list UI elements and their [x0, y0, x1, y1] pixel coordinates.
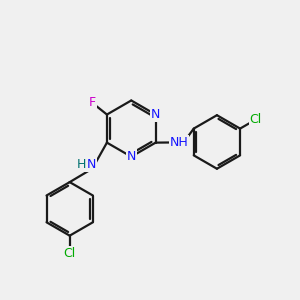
Text: N: N	[127, 150, 136, 163]
Text: H: H	[77, 158, 86, 171]
Text: N: N	[86, 158, 96, 171]
Text: Cl: Cl	[250, 113, 262, 126]
Text: N: N	[151, 108, 160, 121]
Text: Cl: Cl	[64, 247, 76, 260]
Text: NH: NH	[169, 136, 188, 149]
Text: F: F	[88, 96, 96, 109]
